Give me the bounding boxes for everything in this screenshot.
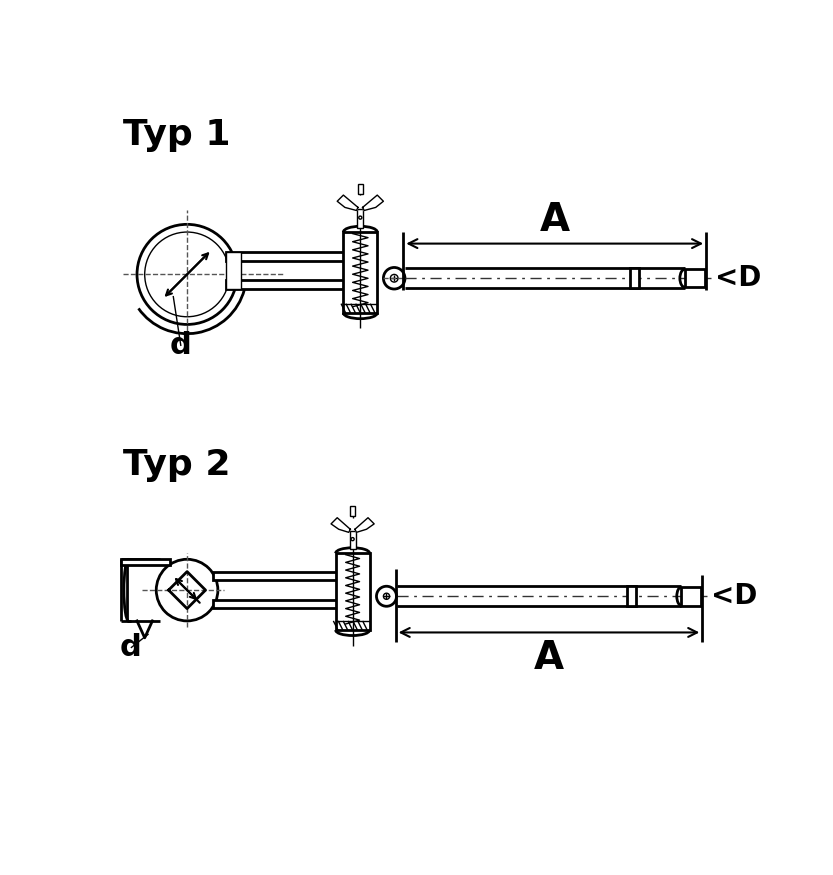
Text: d: d [170,331,192,360]
Circle shape [137,224,237,325]
Circle shape [383,593,390,599]
Bar [226,252,241,289]
Bar [351,506,355,516]
Polygon shape [362,195,383,211]
Bar [336,553,370,630]
Bar [350,531,356,550]
Circle shape [145,232,229,317]
Text: Typ 2: Typ 2 [123,448,231,481]
Bar [213,572,341,580]
Circle shape [359,216,362,219]
Polygon shape [337,195,358,211]
Bar [226,252,352,262]
Text: Typ 1: Typ 1 [123,118,231,152]
Bar [121,558,170,565]
Polygon shape [331,518,351,532]
Text: A: A [534,639,564,676]
Bar [630,269,639,288]
Bar [686,269,706,288]
Text: <D: <D [715,264,761,292]
Bar [357,209,363,228]
Circle shape [377,586,397,606]
Text: <D: <D [711,582,757,610]
Bar [627,586,636,606]
Bar [226,280,352,289]
Circle shape [351,537,354,541]
Circle shape [383,268,405,289]
Text: d: d [120,633,142,662]
Bar [358,184,362,193]
Bar [343,232,377,313]
Polygon shape [355,518,374,532]
Bar [681,587,701,605]
Circle shape [391,275,398,282]
Text: A: A [540,201,570,239]
Bar [213,600,341,608]
Circle shape [157,559,218,621]
